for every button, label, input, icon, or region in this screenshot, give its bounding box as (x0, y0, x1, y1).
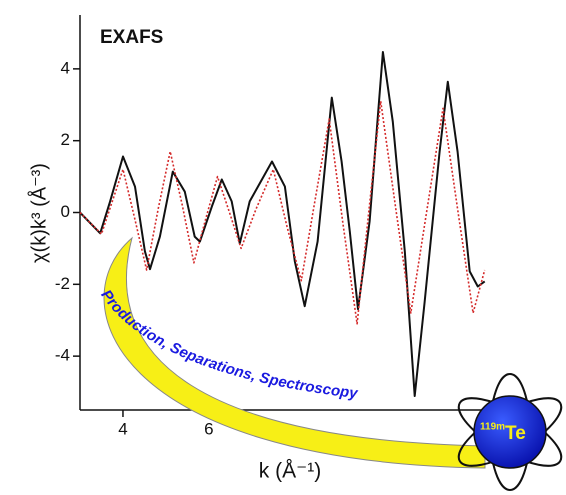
x-tick-label: 4 (118, 419, 127, 438)
y-tick-label: -4 (55, 346, 70, 365)
series-line (80, 101, 485, 324)
y-tick-label: 2 (61, 130, 70, 149)
y-axis-label: χ(k)k³ (Å⁻³) (27, 163, 50, 263)
x-axis-label: k (Å⁻¹) (259, 460, 321, 483)
isotope-mass: 119m (480, 422, 505, 433)
chart-title: EXAFS (100, 27, 163, 48)
y-tick-label: -2 (55, 274, 70, 293)
y-tick-label: 4 (61, 58, 70, 77)
chart: EXAFS χ(k)k³ (Å⁻³) k (Å⁻¹) -4-202446 Pro… (0, 0, 566, 495)
x-tick-label: 6 (204, 419, 213, 438)
y-tick-label: 0 (61, 202, 70, 221)
isotope-symbol: Te (505, 423, 526, 444)
